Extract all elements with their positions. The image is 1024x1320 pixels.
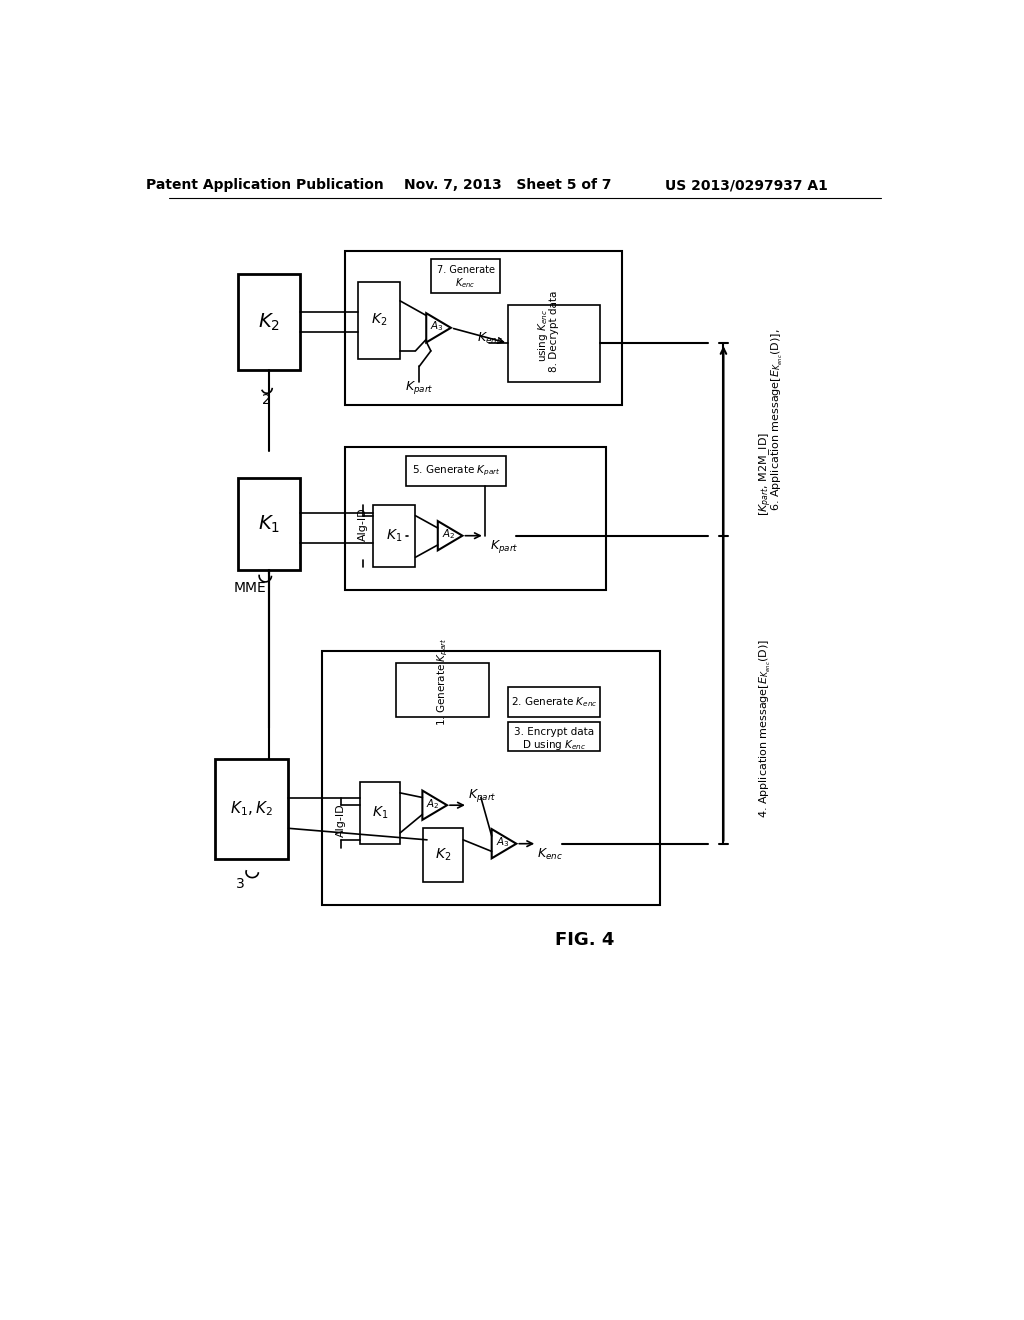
Text: 3: 3: [236, 876, 245, 891]
Text: 1. Generate $K_{part}$: 1. Generate $K_{part}$: [435, 638, 450, 726]
FancyBboxPatch shape: [357, 281, 400, 359]
Text: 6. Application message[$E_{K_{enc}}$(D)],: 6. Application message[$E_{K_{enc}}$(D)]…: [770, 329, 784, 511]
FancyBboxPatch shape: [407, 457, 506, 486]
FancyBboxPatch shape: [508, 688, 600, 717]
FancyBboxPatch shape: [423, 829, 463, 882]
FancyBboxPatch shape: [322, 651, 660, 906]
Text: [$K_{part}$, M2M_ID]: [$K_{part}$, M2M_ID]: [758, 432, 774, 516]
Text: 3. Encrypt data: 3. Encrypt data: [514, 727, 594, 737]
FancyBboxPatch shape: [431, 259, 500, 293]
Text: $A_3$: $A_3$: [496, 836, 509, 849]
Polygon shape: [426, 313, 451, 342]
Text: $K_2$: $K_2$: [435, 847, 452, 863]
Text: $K_2$: $K_2$: [258, 312, 281, 333]
Text: $A_2$: $A_2$: [441, 527, 456, 541]
Text: Alg-ID: Alg-ID: [358, 507, 368, 541]
FancyBboxPatch shape: [508, 305, 600, 381]
Text: $A_3$: $A_3$: [430, 319, 443, 333]
Text: $K_{part}$: $K_{part}$: [490, 539, 518, 554]
FancyBboxPatch shape: [373, 506, 416, 566]
Text: $K_{enc}$: $K_{enc}$: [456, 276, 476, 290]
Text: $A_2$: $A_2$: [426, 797, 440, 810]
Polygon shape: [438, 521, 463, 550]
Polygon shape: [492, 829, 516, 858]
Text: Nov. 7, 2013   Sheet 5 of 7: Nov. 7, 2013 Sheet 5 of 7: [404, 178, 611, 193]
FancyBboxPatch shape: [396, 663, 488, 717]
Text: Patent Application Publication: Patent Application Publication: [146, 178, 384, 193]
Text: $K_{part}$: $K_{part}$: [468, 787, 497, 804]
Text: $K_{part}$: $K_{part}$: [406, 379, 433, 396]
Text: $K_{enc}$: $K_{enc}$: [477, 331, 503, 346]
FancyBboxPatch shape: [345, 447, 606, 590]
Text: 7. Generate: 7. Generate: [436, 265, 495, 275]
FancyBboxPatch shape: [360, 781, 400, 843]
Text: D using $K_{enc}$: D using $K_{enc}$: [522, 738, 587, 752]
Text: 4. Application message[$E_{K_{enc}}$(D)]: 4. Application message[$E_{K_{enc}}$(D)]: [759, 639, 773, 818]
Text: US 2013/0297937 A1: US 2013/0297937 A1: [666, 178, 828, 193]
Text: $K_1, K_2$: $K_1, K_2$: [230, 800, 273, 818]
FancyBboxPatch shape: [239, 478, 300, 570]
FancyBboxPatch shape: [215, 759, 289, 859]
Text: $K_1$: $K_1$: [372, 805, 388, 821]
Text: $K_1$: $K_1$: [258, 513, 281, 535]
Text: $K_{enc}$: $K_{enc}$: [538, 847, 563, 862]
Text: 2. Generate $K_{enc}$: 2. Generate $K_{enc}$: [511, 696, 597, 709]
FancyBboxPatch shape: [239, 275, 300, 370]
FancyBboxPatch shape: [345, 251, 622, 405]
Text: 5. Generate $K_{part}$: 5. Generate $K_{part}$: [412, 463, 501, 478]
Text: FIG. 4: FIG. 4: [555, 931, 614, 949]
FancyBboxPatch shape: [508, 722, 600, 751]
Text: Alg-ID: Alg-ID: [336, 804, 346, 837]
Text: $K_2$: $K_2$: [371, 312, 387, 329]
Text: 2: 2: [262, 393, 271, 407]
Text: 8. Decrypt data: 8. Decrypt data: [549, 290, 559, 372]
Text: MME: MME: [233, 581, 266, 595]
Text: $K_1$: $K_1$: [386, 528, 402, 544]
Text: using $K_{enc}$: using $K_{enc}$: [537, 309, 550, 362]
Polygon shape: [422, 791, 447, 820]
